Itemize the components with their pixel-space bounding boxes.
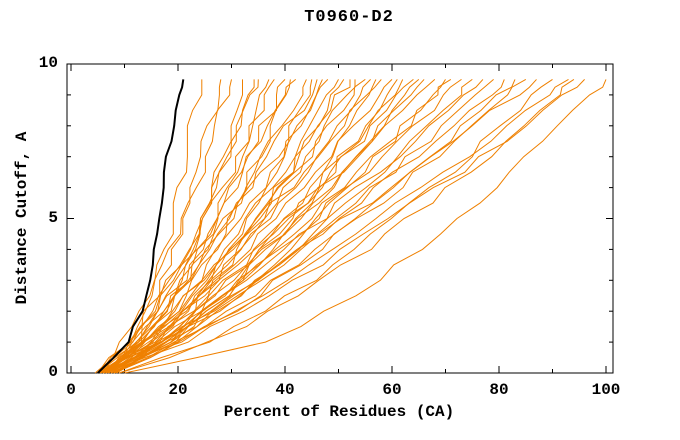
model-curve [124, 79, 607, 374]
model-curve [110, 79, 291, 374]
x-tick-label: 80 [489, 381, 509, 399]
y-tick-label: 10 [38, 54, 58, 72]
model-curve [110, 79, 398, 374]
model-curve [97, 79, 371, 374]
model-curve [100, 79, 270, 374]
model-curve [102, 79, 318, 374]
x-tick-label: 40 [275, 381, 295, 399]
x-tick-label: 0 [66, 381, 76, 399]
x-tick-label: 100 [591, 381, 621, 399]
model-curve [105, 79, 436, 374]
model-curve [116, 79, 414, 374]
model-curve [108, 79, 505, 374]
y-tick-label: 5 [48, 208, 58, 227]
model-curve [119, 78, 575, 374]
model-curve [102, 79, 537, 374]
model-curve [100, 79, 516, 374]
model-curve [100, 79, 393, 374]
model-curve [99, 79, 222, 374]
model-curve [94, 79, 232, 374]
model-curve [110, 78, 569, 374]
y-tick-label: 0 [48, 363, 58, 381]
model-curve [100, 79, 307, 374]
model-curve [113, 79, 446, 374]
model-curve [102, 79, 356, 374]
chart-title: T0960-D2 [304, 8, 394, 27]
model-curve [105, 79, 585, 374]
model-curve [108, 79, 425, 374]
highlight-curve [97, 79, 185, 374]
model-curve [116, 79, 351, 374]
model-curve [113, 79, 313, 374]
x-tick-label: 20 [168, 381, 188, 399]
model-curve [97, 79, 203, 374]
model-curve [102, 79, 297, 374]
model-curve [105, 79, 275, 374]
x-tick-label: 60 [382, 381, 402, 399]
model-curve [116, 79, 484, 374]
model-curve [105, 79, 382, 374]
model-curve [119, 78, 553, 374]
model-curve [105, 79, 494, 374]
model-curve [108, 79, 329, 374]
model-curves [94, 78, 607, 374]
x-axis-label: Percent of Residues (CA) [223, 403, 455, 421]
model-curve [102, 79, 243, 374]
model-curve [100, 78, 452, 374]
